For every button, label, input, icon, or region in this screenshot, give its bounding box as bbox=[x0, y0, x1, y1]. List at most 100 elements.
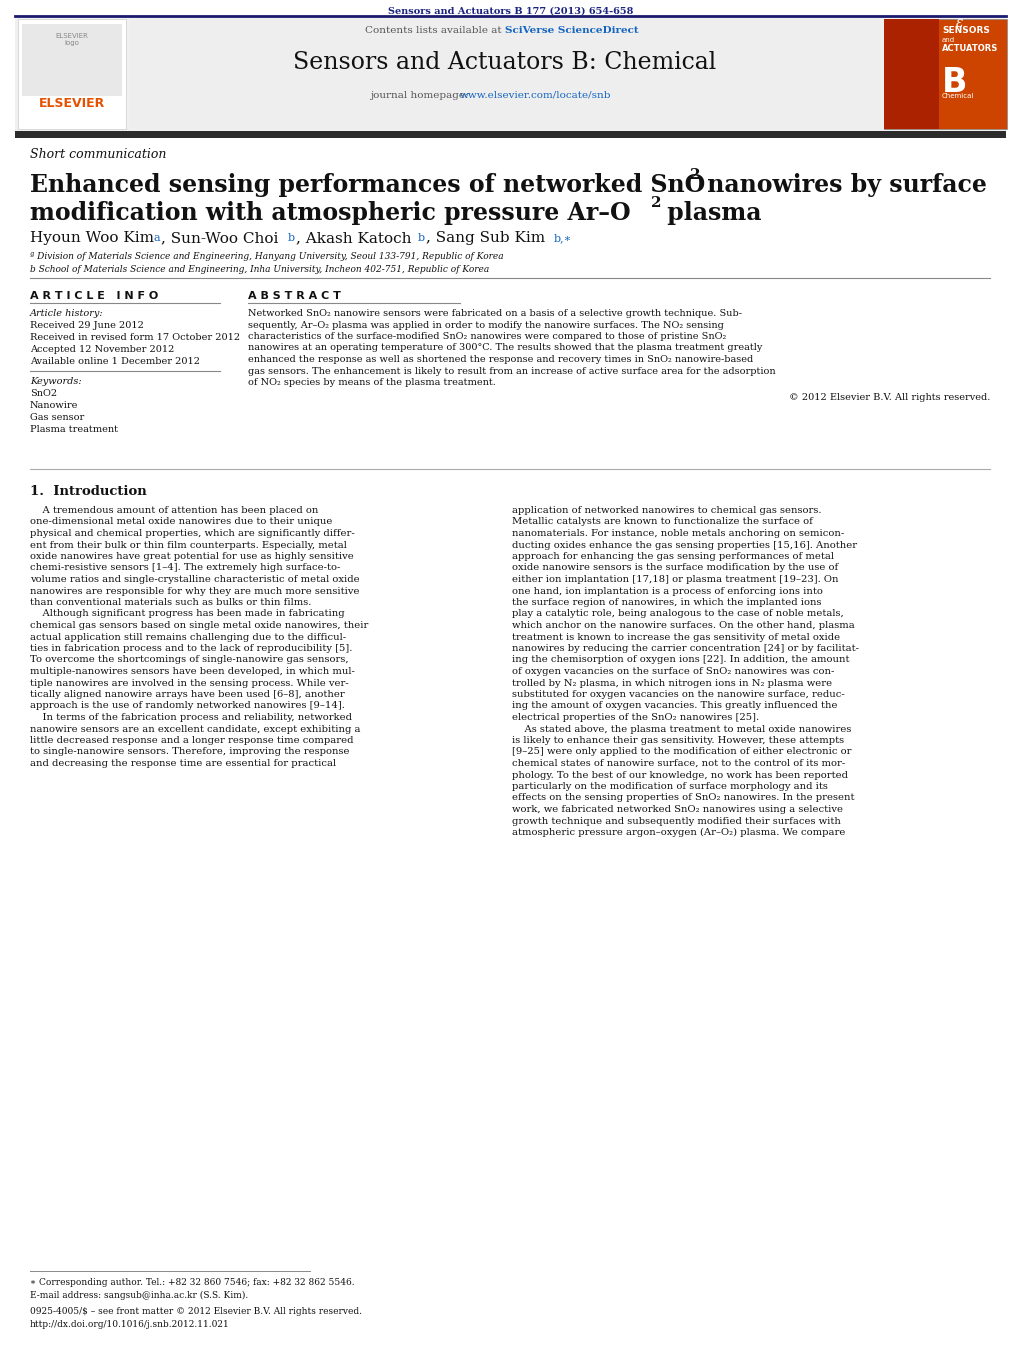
Text: Enhanced sensing performances of networked SnO: Enhanced sensing performances of network… bbox=[30, 173, 706, 197]
Text: chemical gas sensors based on single metal oxide nanowires, their: chemical gas sensors based on single met… bbox=[30, 621, 369, 630]
Text: ties in fabrication process and to the lack of reproducibility [5].: ties in fabrication process and to the l… bbox=[30, 644, 352, 653]
Text: ing the amount of oxygen vacancies. This greatly influenced the: ing the amount of oxygen vacancies. This… bbox=[512, 701, 837, 711]
Text: 1.  Introduction: 1. Introduction bbox=[30, 485, 147, 499]
Text: treatment is known to increase the gas sensitivity of metal oxide: treatment is known to increase the gas s… bbox=[512, 632, 840, 642]
Text: physical and chemical properties, which are significantly differ-: physical and chemical properties, which … bbox=[30, 530, 354, 538]
Text: In terms of the fabrication process and reliability, networked: In terms of the fabrication process and … bbox=[30, 713, 352, 721]
Text: modification with atmospheric pressure Ar–O: modification with atmospheric pressure A… bbox=[30, 201, 631, 226]
Text: little decreased response and a longer response time compared: little decreased response and a longer r… bbox=[30, 736, 353, 744]
FancyBboxPatch shape bbox=[884, 19, 1007, 128]
Text: work, we fabricated networked SnO₂ nanowires using a selective: work, we fabricated networked SnO₂ nanow… bbox=[512, 805, 843, 815]
Text: ELSEVIER: ELSEVIER bbox=[39, 97, 105, 109]
Text: Received 29 June 2012: Received 29 June 2012 bbox=[30, 322, 144, 330]
Text: Although significant progress has been made in fabricating: Although significant progress has been m… bbox=[30, 609, 345, 619]
Text: ent from their bulk or thin film counterparts. Especially, metal: ent from their bulk or thin film counter… bbox=[30, 540, 347, 550]
Text: B: B bbox=[942, 66, 968, 99]
Text: Available online 1 December 2012: Available online 1 December 2012 bbox=[30, 357, 200, 366]
Text: volume ratios and single-crystalline characteristic of metal oxide: volume ratios and single-crystalline cha… bbox=[30, 576, 359, 584]
Text: one-dimensional metal oxide nanowires due to their unique: one-dimensional metal oxide nanowires du… bbox=[30, 517, 333, 527]
Text: one hand, ion implantation is a process of enforcing ions into: one hand, ion implantation is a process … bbox=[512, 586, 823, 596]
Text: Nanowire: Nanowire bbox=[30, 401, 79, 409]
Text: To overcome the shortcomings of single-nanowire gas sensors,: To overcome the shortcomings of single-n… bbox=[30, 655, 348, 665]
FancyBboxPatch shape bbox=[15, 16, 1006, 131]
Text: atmospheric pressure argon–oxygen (Ar–O₂) plasma. We compare: atmospheric pressure argon–oxygen (Ar–O₂… bbox=[512, 828, 845, 838]
Text: Plasma treatment: Plasma treatment bbox=[30, 426, 118, 434]
Text: Accepted 12 November 2012: Accepted 12 November 2012 bbox=[30, 345, 175, 354]
Text: Contents lists available at: Contents lists available at bbox=[366, 26, 505, 35]
Text: 2: 2 bbox=[651, 196, 662, 209]
Text: oxide nanowire sensors is the surface modification by the use of: oxide nanowire sensors is the surface mo… bbox=[512, 563, 838, 573]
Text: ing the chemisorption of oxygen ions [22]. In addition, the amount: ing the chemisorption of oxygen ions [22… bbox=[512, 655, 849, 665]
Text: sequently, Ar–O₂ plasma was applied in order to modify the nanowire surfaces. Th: sequently, Ar–O₂ plasma was applied in o… bbox=[248, 320, 724, 330]
Text: actual application still remains challenging due to the difficul-: actual application still remains challen… bbox=[30, 632, 346, 642]
Text: A tremendous amount of attention has been placed on: A tremendous amount of attention has bee… bbox=[30, 507, 319, 515]
Text: approach is the use of randomly networked nanowires [9–14].: approach is the use of randomly networke… bbox=[30, 701, 345, 711]
Text: ª Division of Materials Science and Engineering, Hanyang University, Seoul 133-7: ª Division of Materials Science and Engi… bbox=[30, 253, 503, 261]
Text: Metallic catalysts are known to functionalize the surface of: Metallic catalysts are known to function… bbox=[512, 517, 813, 527]
Text: b,∗: b,∗ bbox=[554, 232, 572, 243]
Text: nanowires are responsible for why they are much more sensitive: nanowires are responsible for why they a… bbox=[30, 586, 359, 596]
Text: ACTUATORS: ACTUATORS bbox=[942, 45, 999, 53]
Text: the surface region of nanowires, in which the implanted ions: the surface region of nanowires, in whic… bbox=[512, 598, 822, 607]
Text: Chemical: Chemical bbox=[942, 93, 974, 99]
Text: which anchor on the nanowire surfaces. On the other hand, plasma: which anchor on the nanowire surfaces. O… bbox=[512, 621, 855, 630]
Text: effects on the sensing properties of SnO₂ nanowires. In the present: effects on the sensing properties of SnO… bbox=[512, 793, 855, 802]
Text: phology. To the best of our knowledge, no work has been reported: phology. To the best of our knowledge, n… bbox=[512, 770, 848, 780]
Text: substituted for oxygen vacancies on the nanowire surface, reduc-: substituted for oxygen vacancies on the … bbox=[512, 690, 844, 698]
FancyBboxPatch shape bbox=[884, 19, 939, 128]
Text: chemi-resistive sensors [1–4]. The extremely high surface-to-: chemi-resistive sensors [1–4]. The extre… bbox=[30, 563, 340, 573]
Text: SnO2: SnO2 bbox=[30, 389, 57, 399]
Text: approach for enhancing the gas sensing performances of metal: approach for enhancing the gas sensing p… bbox=[512, 553, 834, 561]
Text: of NO₂ species by means of the plasma treatment.: of NO₂ species by means of the plasma tr… bbox=[248, 378, 496, 386]
Text: ducting oxides enhance the gas sensing properties [15,16]. Another: ducting oxides enhance the gas sensing p… bbox=[512, 540, 857, 550]
Text: nanowires by surface: nanowires by surface bbox=[699, 173, 987, 197]
Text: b: b bbox=[288, 232, 295, 243]
Text: SENSORS: SENSORS bbox=[942, 26, 990, 35]
Text: than conventional materials such as bulks or thin films.: than conventional materials such as bulk… bbox=[30, 598, 311, 607]
Text: nanowires by reducing the carrier concentration [24] or by facilitat-: nanowires by reducing the carrier concen… bbox=[512, 644, 859, 653]
Text: and: and bbox=[942, 36, 955, 43]
Text: gas sensors. The enhancement is likely to result from an increase of active surf: gas sensors. The enhancement is likely t… bbox=[248, 366, 776, 376]
Text: play a catalytic role, being analogous to the case of noble metals,: play a catalytic role, being analogous t… bbox=[512, 609, 843, 619]
Text: multiple-nanowires sensors have been developed, in which mul-: multiple-nanowires sensors have been dev… bbox=[30, 667, 355, 676]
Text: ε: ε bbox=[957, 16, 964, 30]
Text: is likely to enhance their gas sensitivity. However, these attempts: is likely to enhance their gas sensitivi… bbox=[512, 736, 844, 744]
Text: and decreasing the response time are essential for practical: and decreasing the response time are ess… bbox=[30, 759, 336, 767]
Text: tiple nanowires are involved in the sensing process. While ver-: tiple nanowires are involved in the sens… bbox=[30, 678, 349, 688]
Text: ELSEVIER
logo: ELSEVIER logo bbox=[55, 32, 89, 46]
Text: , Akash Katoch: , Akash Katoch bbox=[296, 231, 411, 245]
Text: Gas sensor: Gas sensor bbox=[30, 413, 85, 422]
Text: either ion implantation [17,18] or plasma treatment [19–23]. On: either ion implantation [17,18] or plasm… bbox=[512, 576, 838, 584]
Text: to single-nanowire sensors. Therefore, improving the response: to single-nanowire sensors. Therefore, i… bbox=[30, 747, 349, 757]
Text: A R T I C L E   I N F O: A R T I C L E I N F O bbox=[30, 290, 158, 301]
FancyBboxPatch shape bbox=[18, 19, 126, 128]
Text: www.elsevier.com/locate/snb: www.elsevier.com/locate/snb bbox=[460, 91, 612, 100]
Text: trolled by N₂ plasma, in which nitrogen ions in N₂ plasma were: trolled by N₂ plasma, in which nitrogen … bbox=[512, 678, 832, 688]
FancyBboxPatch shape bbox=[15, 131, 1006, 138]
Text: [9–25] were only applied to the modification of either electronic or: [9–25] were only applied to the modifica… bbox=[512, 747, 852, 757]
Text: application of networked nanowires to chemical gas sensors.: application of networked nanowires to ch… bbox=[512, 507, 822, 515]
Text: Sensors and Actuators B 177 (2013) 654-658: Sensors and Actuators B 177 (2013) 654-6… bbox=[388, 7, 634, 16]
Text: chemical states of nanowire surface, not to the control of its mor-: chemical states of nanowire surface, not… bbox=[512, 759, 845, 767]
Text: Networked SnO₂ nanowire sensors were fabricated on a basis of a selective growth: Networked SnO₂ nanowire sensors were fab… bbox=[248, 309, 742, 317]
Text: Short communication: Short communication bbox=[30, 149, 166, 161]
Text: 2: 2 bbox=[690, 168, 700, 182]
Text: journal homepage:: journal homepage: bbox=[370, 91, 472, 100]
Text: , Sang Sub Kim: , Sang Sub Kim bbox=[426, 231, 545, 245]
Text: characteristics of the surface-modified SnO₂ nanowires were compared to those of: characteristics of the surface-modified … bbox=[248, 332, 726, 340]
Text: particularly on the modification of surface morphology and its: particularly on the modification of surf… bbox=[512, 782, 828, 790]
Text: Article history:: Article history: bbox=[30, 309, 103, 317]
Text: Received in revised form 17 October 2012: Received in revised form 17 October 2012 bbox=[30, 332, 240, 342]
Text: 0925-4005/$ – see front matter © 2012 Elsevier B.V. All rights reserved.
http://: 0925-4005/$ – see front matter © 2012 El… bbox=[30, 1306, 362, 1329]
Text: a: a bbox=[153, 232, 159, 243]
Text: © 2012 Elsevier B.V. All rights reserved.: © 2012 Elsevier B.V. All rights reserved… bbox=[788, 393, 990, 403]
Text: ∗ Corresponding author. Tel.: +82 32 860 7546; fax: +82 32 862 5546.
E-mail addr: ∗ Corresponding author. Tel.: +82 32 860… bbox=[30, 1278, 354, 1301]
Text: A B S T R A C T: A B S T R A C T bbox=[248, 290, 341, 301]
FancyBboxPatch shape bbox=[130, 19, 880, 128]
Text: of oxygen vacancies on the surface of SnO₂ nanowires was con-: of oxygen vacancies on the surface of Sn… bbox=[512, 667, 834, 676]
Text: As stated above, the plasma treatment to metal oxide nanowires: As stated above, the plasma treatment to… bbox=[512, 724, 852, 734]
Text: b: b bbox=[418, 232, 425, 243]
Text: electrical properties of the SnO₂ nanowires [25].: electrical properties of the SnO₂ nanowi… bbox=[512, 713, 760, 721]
Text: , Sun-Woo Choi: , Sun-Woo Choi bbox=[161, 231, 279, 245]
Text: tically aligned nanowire arrays have been used [6–8], another: tically aligned nanowire arrays have bee… bbox=[30, 690, 345, 698]
